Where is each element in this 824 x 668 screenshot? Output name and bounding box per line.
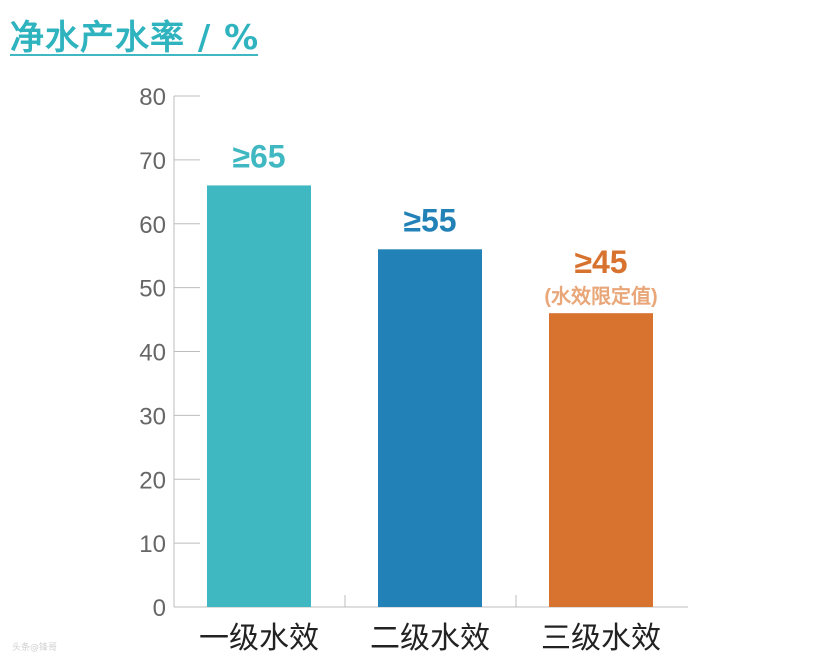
data-label: ≥45 bbox=[574, 244, 627, 280]
bar bbox=[549, 313, 653, 607]
bar bbox=[378, 249, 482, 608]
y-tick-label: 20 bbox=[139, 467, 166, 494]
watermark: 头条@锋哥 bbox=[12, 643, 58, 653]
y-tick-label: 70 bbox=[139, 148, 166, 175]
data-label: ≥65 bbox=[232, 138, 285, 174]
x-tick-label: 二级水效 bbox=[370, 622, 490, 655]
y-tick-label: 10 bbox=[139, 531, 166, 558]
y-tick-label: 80 bbox=[139, 84, 166, 111]
x-tick-label: 一级水效 bbox=[199, 622, 319, 655]
y-tick-label: 0 bbox=[153, 595, 166, 622]
y-tick-label: 40 bbox=[139, 340, 166, 367]
title-underline bbox=[10, 54, 258, 56]
y-tick-label: 60 bbox=[139, 212, 166, 239]
bar-layer bbox=[207, 185, 653, 608]
x-tick-label: 三级水效 bbox=[541, 622, 661, 655]
label-layer: 一级水效 ≥65 二级水效 ≥55 三级水效 ≥45 (水效限定值) bbox=[199, 138, 661, 655]
bar bbox=[207, 185, 311, 608]
y-tick-label: 50 bbox=[139, 276, 166, 303]
y-tick-label: 30 bbox=[139, 403, 166, 430]
data-sub-label: (水效限定值) bbox=[544, 284, 657, 308]
data-label: ≥55 bbox=[403, 202, 456, 238]
chart-title: 净水产水率 / % bbox=[10, 18, 260, 58]
